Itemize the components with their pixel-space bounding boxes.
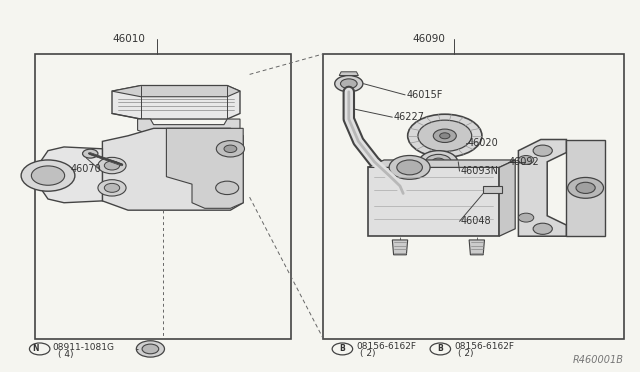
Bar: [35, 54, 291, 339]
Circle shape: [142, 344, 159, 354]
Text: ( 2): ( 2): [458, 349, 474, 358]
Circle shape: [98, 180, 126, 196]
Text: 08156-6162F: 08156-6162F: [454, 342, 515, 351]
Circle shape: [216, 141, 244, 157]
Circle shape: [533, 223, 552, 234]
Text: ( 4): ( 4): [58, 350, 73, 359]
Text: 46092: 46092: [509, 157, 540, 167]
Circle shape: [31, 166, 65, 185]
Circle shape: [83, 149, 98, 158]
Circle shape: [21, 160, 75, 191]
Circle shape: [426, 154, 451, 169]
Polygon shape: [166, 128, 243, 208]
Circle shape: [518, 213, 534, 222]
Circle shape: [104, 183, 120, 192]
Circle shape: [568, 177, 604, 198]
Circle shape: [408, 114, 482, 157]
Circle shape: [432, 158, 445, 166]
Text: 08911-1081G: 08911-1081G: [52, 343, 115, 352]
Text: B: B: [340, 344, 345, 353]
Text: ( 2): ( 2): [360, 349, 376, 358]
Circle shape: [433, 129, 456, 142]
Polygon shape: [42, 147, 102, 203]
Polygon shape: [483, 186, 502, 193]
Text: N: N: [32, 344, 38, 353]
Circle shape: [335, 76, 363, 92]
Circle shape: [440, 133, 450, 139]
Polygon shape: [368, 160, 515, 167]
Text: R460001B: R460001B: [573, 355, 624, 365]
Polygon shape: [138, 119, 240, 136]
Text: 46010: 46010: [112, 34, 145, 44]
Circle shape: [98, 157, 126, 174]
Text: 46070: 46070: [70, 164, 101, 174]
Polygon shape: [566, 140, 605, 236]
Text: B: B: [438, 344, 443, 353]
Polygon shape: [112, 86, 240, 97]
Polygon shape: [392, 240, 408, 255]
Text: 08156-6162F: 08156-6162F: [356, 342, 417, 351]
Text: 46020: 46020: [467, 138, 498, 148]
Circle shape: [340, 79, 357, 89]
Text: 46048: 46048: [461, 217, 492, 226]
Circle shape: [397, 160, 422, 175]
Circle shape: [389, 155, 430, 179]
Polygon shape: [112, 86, 240, 119]
Circle shape: [419, 151, 458, 173]
Circle shape: [224, 145, 237, 153]
Circle shape: [136, 341, 164, 357]
Text: 46227: 46227: [394, 112, 424, 122]
Polygon shape: [499, 160, 515, 236]
Text: 46015F: 46015F: [406, 90, 443, 100]
Circle shape: [518, 155, 534, 164]
Circle shape: [104, 161, 120, 170]
Polygon shape: [518, 140, 566, 236]
Circle shape: [418, 120, 472, 151]
Bar: [368, 167, 499, 236]
Circle shape: [533, 145, 552, 156]
Text: 46090: 46090: [413, 34, 445, 44]
Polygon shape: [339, 72, 358, 76]
Bar: [323, 54, 624, 339]
Circle shape: [576, 182, 595, 193]
Polygon shape: [102, 128, 243, 210]
Polygon shape: [469, 240, 484, 255]
Circle shape: [216, 181, 239, 195]
Text: 46093N: 46093N: [461, 166, 499, 176]
